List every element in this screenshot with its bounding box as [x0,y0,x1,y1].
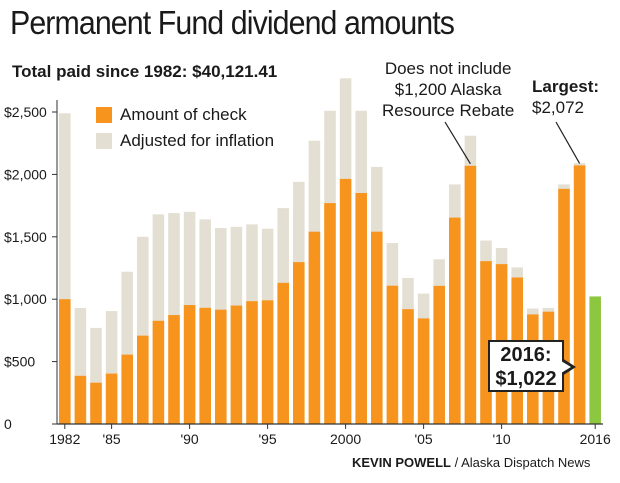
subtitle-value: $40,121.41 [192,62,278,81]
bar-inflation [74,307,87,424]
chart-title: Permanent Fund dividend amounts [10,4,455,41]
bar-amount [230,305,243,424]
y-tick-label: $2,000 [4,166,47,182]
legend-label-inflation: Adjusted for inflation [120,131,275,150]
credit-author: KEVIN POWELL [352,455,451,470]
bar-amount [215,309,227,424]
x-tick-label: 1982 [49,431,80,447]
bar-inflation [152,214,165,424]
legend-swatch-amount [96,107,112,123]
chart-subtitle: Total paid since 1982: $40,121.41 [12,62,277,82]
annotation-rebate-leader [444,121,471,165]
bar-amount [324,203,336,424]
legend-label-amount: Amount of check [120,105,247,124]
bar-amount [293,262,305,424]
annotation-rebate-line: $1,200 Alaska [394,80,502,99]
annotation-largest-leader [555,121,581,164]
bar-amount [371,231,383,424]
x-tick-label: '90 [180,431,198,447]
bar-amount [433,285,445,424]
bar-inflation [90,327,102,424]
bar-amount [74,375,87,424]
bar-amount [261,300,274,424]
bar-amount [449,217,461,424]
x-tick-label: '05 [414,431,432,447]
bar-amount [152,320,165,424]
bar-amount [386,285,399,424]
bar-amount [480,261,492,424]
callout-2016-value: $1,022 [495,368,557,390]
x-tick-label: '85 [102,431,120,447]
annotation-rebate-line: Resource Rebate [382,101,515,120]
bar-amount [589,296,601,424]
x-tick-label: '10 [492,431,510,447]
annotation-largest: Largest: $2,072 [532,76,599,118]
bar-amount [339,178,352,424]
bar-amount [199,307,211,424]
legend-swatch-inflation [96,133,112,149]
bar-amount [355,192,367,424]
x-tick-label: '95 [258,431,276,447]
callout-pointer-fill [561,361,571,373]
annotation-rebate-line: Does not include [384,59,512,78]
subtitle-label: Total paid since 1982: [12,62,188,81]
y-tick-label: $1,500 [4,229,47,245]
bar-amount [464,165,477,424]
y-tick-label: 0 [4,416,12,432]
y-tick-label: $500 [4,354,35,370]
annotation-rebate: Does not include $1,200 Alaska Resource … [382,58,514,121]
bar-inflation [59,113,71,425]
legend-item-amount: Amount of check [96,102,274,128]
legend: Amount of check Adjusted for inflation [96,102,274,154]
annotation-largest-value: $2,072 [532,98,584,117]
x-tick-label: 2016 [580,431,611,447]
bar-amount [59,299,71,424]
bar-amount [168,315,180,424]
bar-amount [573,165,586,424]
bar-amount [558,188,570,424]
bar-amount [417,318,430,424]
bar-inflation [137,236,149,424]
y-tick-label: $1,000 [4,291,47,307]
bar-amount [137,335,149,424]
legend-item-inflation: Adjusted for inflation [96,128,274,154]
bar-amount [308,231,321,424]
bar-inflation [105,311,118,424]
bar-amount [90,382,102,424]
bar-amount [246,301,258,424]
callout-2016-year: 2016: [500,344,552,366]
bar-inflation [121,271,133,424]
bar-amount [105,373,118,424]
credit-line: KEVIN POWELL / Alaska Dispatch News [352,455,590,470]
bar-amount [277,282,289,424]
y-tick-label: $2,500 [4,104,47,120]
x-tick-label: 2000 [330,431,361,447]
bar-amount [183,305,196,424]
annotation-largest-label: Largest: [532,77,600,96]
credit-source: / Alaska Dispatch News [454,455,591,470]
bar-amount [121,354,133,424]
callout-2016: 2016: $1,022 [488,340,564,392]
bar-amount [402,309,414,424]
